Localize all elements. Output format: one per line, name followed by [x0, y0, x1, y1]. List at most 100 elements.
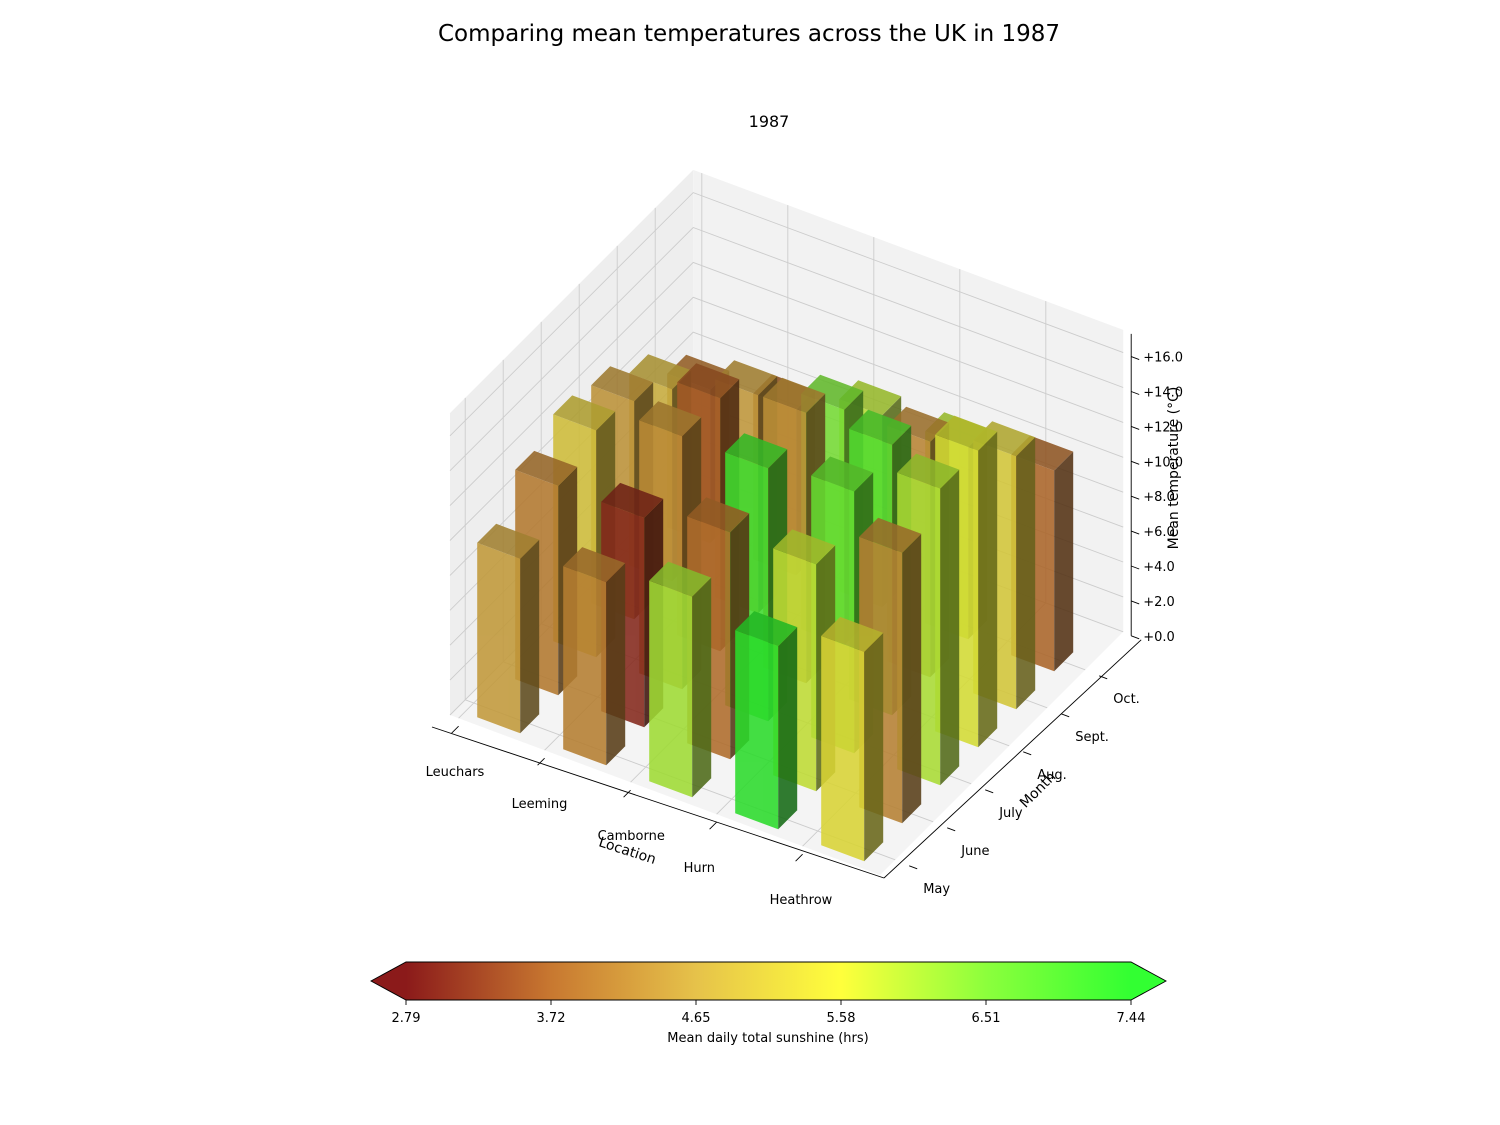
- z-tick-label: +14.0: [1143, 386, 1183, 401]
- y-tick-label: June: [960, 844, 989, 859]
- x-tick-mark: [451, 725, 459, 734]
- chart-title: Comparing mean temperatures across the U…: [438, 21, 1060, 47]
- colorbar-tick-label: 7.44: [1117, 1011, 1146, 1026]
- z-tick-mark: [1131, 530, 1140, 535]
- bar-top-face: [897, 453, 960, 489]
- x-tick-label: Leeming: [512, 797, 568, 812]
- z-tick-label: +4.0: [1143, 560, 1175, 575]
- bar-side-face: [902, 533, 922, 824]
- bar-top-face: [601, 482, 664, 518]
- bar-top-face: [563, 547, 626, 583]
- bar-top-face: [859, 517, 922, 553]
- x-tick-label: Leuchars: [426, 765, 485, 780]
- tick-labels: Leuchars Leeming Camborne Hurn Heathrow May Ju…: [426, 351, 1183, 909]
- bar-top-face: [735, 611, 798, 647]
- bar-top-face: [677, 363, 740, 399]
- bar-top-face: [935, 415, 998, 451]
- y-axis-line: [883, 639, 1142, 879]
- bar-top-face: [591, 366, 654, 402]
- y-tick-label: Sept.: [1075, 730, 1109, 745]
- x-tick-mark: [709, 821, 717, 830]
- y-tick-label: July: [998, 806, 1023, 821]
- bar-top-face: [821, 616, 884, 652]
- bar-side-face: [606, 563, 626, 766]
- z-tick-mark: [1131, 495, 1140, 500]
- y-tick-label: May: [923, 882, 950, 897]
- temperature-bar: [821, 616, 884, 862]
- bar-top-face: [849, 409, 912, 445]
- gridline-z: [449, 226, 1124, 472]
- temperature-bar: [563, 547, 626, 766]
- temperature-bar: [735, 611, 798, 830]
- colorbar-tick-label: 2.79: [392, 1011, 421, 1026]
- y-tick-label: Oct.: [1113, 692, 1140, 707]
- y-tick-mark: [909, 865, 918, 870]
- colorbar-tick-label: 5.58: [827, 1011, 856, 1026]
- bar-side-face: [778, 627, 798, 830]
- y-tick-mark: [1061, 713, 1070, 718]
- bar-top-face: [811, 456, 874, 492]
- bar-side-face: [692, 577, 712, 798]
- z-tick-label: +16.0: [1143, 351, 1183, 366]
- x-tick-label: Hurn: [684, 861, 715, 876]
- bar-top-face: [477, 523, 540, 559]
- bar-top-face: [515, 450, 578, 486]
- z-tick-mark: [1131, 565, 1140, 570]
- x-tick-label: Camborne: [598, 829, 665, 844]
- z-axis-label: Mean temperature (°C): [1166, 387, 1182, 550]
- z-tick-label: +2.0: [1143, 595, 1175, 610]
- bar-top-face: [773, 529, 836, 565]
- bar-front-face: [477, 542, 521, 734]
- y-tick-mark: [1023, 751, 1032, 756]
- z-tick-label: +8.0: [1143, 490, 1175, 505]
- x-tick-label: Heathrow: [770, 893, 833, 908]
- bar-group: [477, 354, 1074, 862]
- z-tick-mark: [1131, 635, 1140, 640]
- colorbar-tick-label: 4.65: [682, 1011, 711, 1026]
- z-tick-mark: [1131, 356, 1140, 361]
- bar-front-face: [563, 566, 607, 766]
- z-tick-mark: [1131, 391, 1140, 395]
- colorbar-gradient: [406, 962, 1131, 1000]
- bar-side-face: [1016, 437, 1036, 710]
- z-tick-label: +6.0: [1143, 525, 1175, 540]
- bar-side-face: [1054, 451, 1074, 672]
- x-tick-mark: [537, 757, 545, 766]
- bar-top-face: [801, 374, 864, 410]
- chart-subtitle: 1987: [749, 112, 790, 131]
- bar-top-face: [649, 561, 712, 597]
- z-tick-mark: [1131, 425, 1140, 430]
- y-tick-label: Aug.: [1037, 768, 1067, 783]
- x-axis-line: [431, 726, 885, 879]
- bar-front-face: [821, 635, 865, 862]
- colorbar-extend-high: [1131, 962, 1166, 1000]
- bar-side-face: [864, 632, 884, 862]
- colorbar-tick-label: 6.51: [972, 1011, 1001, 1026]
- colorbar-tick-label: 3.72: [537, 1011, 566, 1026]
- colorbar-label: Mean daily total sunshine (hrs): [667, 1031, 868, 1046]
- bar-top-face: [763, 377, 826, 413]
- y-tick-mark: [985, 789, 994, 794]
- temperature-bar: [649, 561, 712, 798]
- y-tick-mark: [1099, 675, 1108, 680]
- bar-top-face: [687, 497, 750, 533]
- axis-lines: [431, 333, 1142, 879]
- bar-top-face: [639, 401, 702, 437]
- bar-side-face: [940, 469, 960, 786]
- bar-top-face: [725, 433, 788, 469]
- z-tick-label: +10.0: [1143, 455, 1183, 470]
- bar-top-face: [887, 406, 950, 442]
- gridline-z: [449, 192, 1124, 437]
- y-tick-mark: [947, 827, 956, 832]
- z-tick-label: +12.0: [1143, 420, 1183, 435]
- x-tick-mark: [623, 789, 631, 798]
- bar-side-face: [978, 431, 998, 748]
- z-tick-mark: [1131, 600, 1140, 605]
- bar-top-face: [715, 360, 778, 396]
- colorbar: 2.79 3.72 4.65 5.58 6.51 7.44: [370, 961, 1167, 1026]
- bar-side-face: [520, 539, 540, 734]
- bar-top-face: [629, 354, 692, 390]
- z-tick-mark: [1131, 460, 1140, 465]
